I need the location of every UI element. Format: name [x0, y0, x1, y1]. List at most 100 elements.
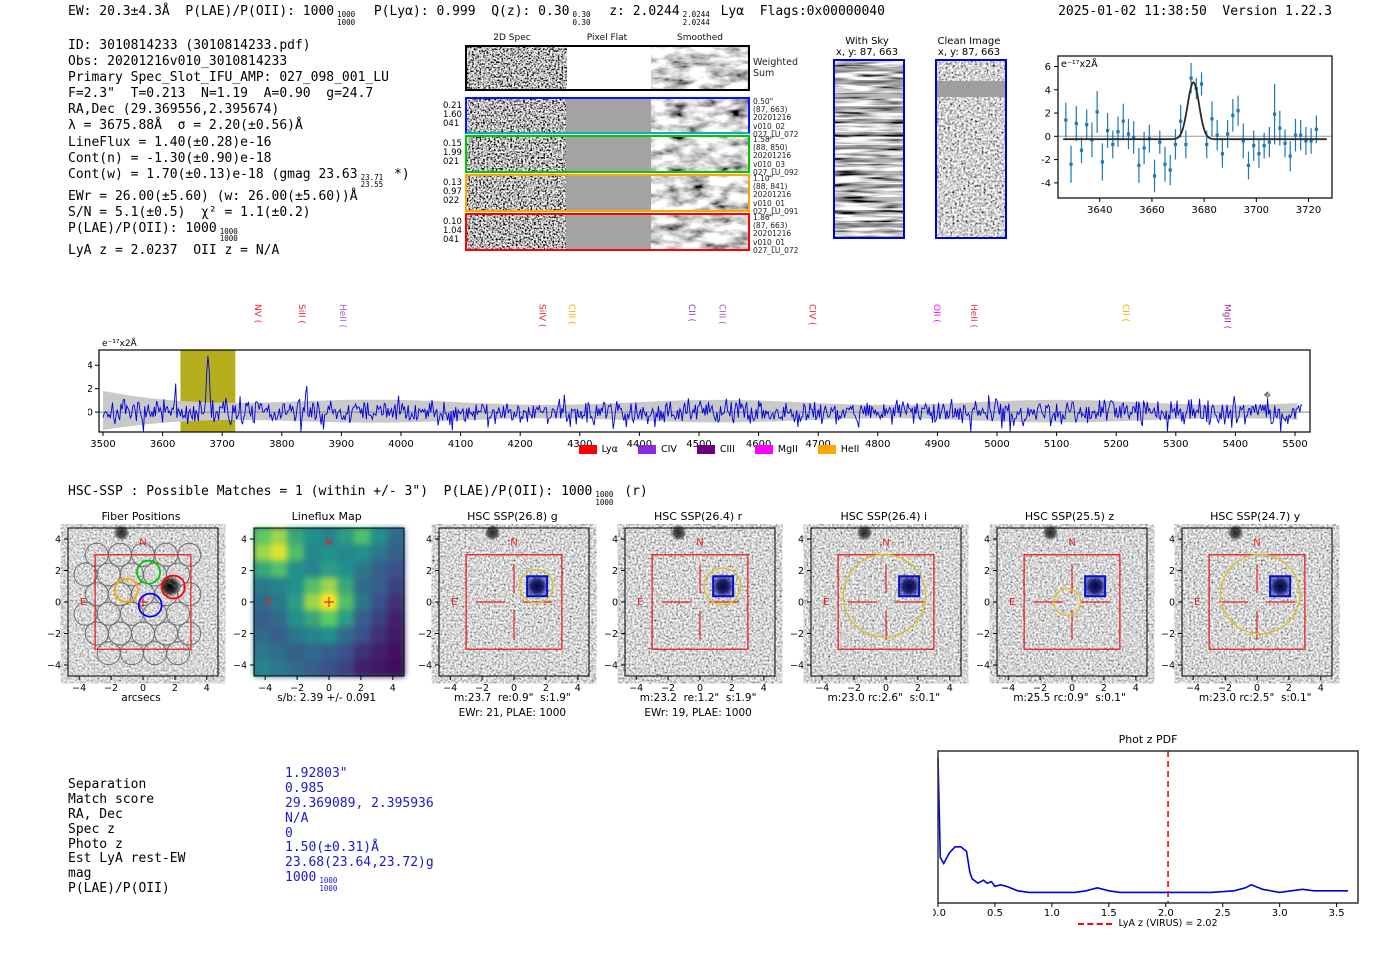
info-line: Obs: 20201216v010_3010814233 — [68, 54, 410, 70]
stacked-fraction: 1000 1000 — [337, 10, 356, 27]
withsky-xy: x, y: 87, 663 — [835, 47, 899, 58]
text-segment: P(LAE)/P(OII): 1000 — [68, 220, 217, 236]
cutout-caption: arcsecs — [121, 692, 161, 704]
svg-text:0: 0 — [697, 683, 703, 694]
withsky-title: With Sky — [845, 36, 889, 47]
svg-text:−4: −4 — [258, 683, 272, 694]
match-table-value: 0.985 — [285, 781, 324, 796]
photz-axis-ticks: 0.0 0.5 1.0 1.5 2.0 2.5 3.0 3.5 — [930, 903, 1345, 919]
svg-text:4: 4 — [761, 683, 767, 694]
text-segment: P(Lyα): 0.999 Q(z): 0.30 — [358, 4, 570, 19]
text-segment: F=2.3" T=0.213 N=1.19 A=0.90 g=24.7 — [68, 86, 374, 102]
match-table-row: Spec z N/A — [68, 811, 528, 837]
svg-text:HeII (: HeII ( — [337, 304, 347, 328]
header-summary: EW: 20.3±4.3Å P(LAE)/P(OII): 1000 1000 100… — [68, 4, 885, 26]
spec2d-row — [465, 135, 750, 173]
svg-text:2: 2 — [983, 566, 989, 577]
withsky-image — [833, 59, 905, 241]
svg-text:4: 4 — [55, 534, 61, 545]
compass-east: E — [1194, 597, 1200, 608]
svg-text:0: 0 — [1045, 132, 1051, 143]
match-table-value: 23.68(23.64,23.72)g — [285, 855, 434, 870]
svg-text:2: 2 — [915, 683, 921, 694]
text-segment: Cont(w) = 1.70(±0.13)e-18 (gmag 23.63 — [68, 166, 358, 182]
spec2d-row-images — [467, 137, 748, 171]
text-segment: HSC-SSP : Possible Matches = 1 (within +… — [68, 484, 593, 499]
spec2d-row-weights: 0.15 1.99 021 — [443, 139, 462, 168]
spec2d-row-annotation: 1.58" (88, 850) 20201216 v010_03 027_LU_092 — [753, 135, 799, 177]
compass-east: E — [1008, 597, 1014, 608]
info-line: ID: 3010814233 (3010814233.pdf) — [68, 38, 410, 54]
fiber-green — [136, 559, 161, 585]
cutout-axis-ticks: −4 −2 0 2 4 4 2 0 −2 −4 — [605, 534, 767, 694]
cutout-caption: m:23.0 rc:2.5" s:0.1" — [1198, 692, 1312, 704]
info-line: RA,Dec (29.369556,2.395674) — [68, 102, 410, 118]
match-table-label: Match score — [68, 791, 155, 807]
svg-text:3500: 3500 — [90, 439, 115, 450]
info-line: LyA z = 2.0237 OII z = N/A — [68, 243, 410, 259]
svg-text:4800: 4800 — [865, 439, 890, 450]
svg-text:−2: −2 — [1033, 683, 1047, 694]
spec2d-row-annotation: Weighted Sum — [753, 57, 798, 79]
svg-text:2: 2 — [729, 683, 735, 694]
svg-text:0: 0 — [55, 597, 61, 608]
compass-north: N — [325, 537, 332, 548]
svg-text:4100: 4100 — [448, 439, 473, 450]
svg-text:−4: −4 — [1186, 683, 1200, 694]
masked-region — [116, 350, 129, 432]
svg-text:2: 2 — [798, 566, 804, 577]
svg-text:2: 2 — [612, 566, 618, 577]
fiber-red — [160, 574, 186, 600]
svg-text:−2: −2 — [419, 629, 432, 640]
cutout-axis-ticks: −4 −2 0 2 4 4 2 0 −2 −4 — [791, 534, 953, 694]
compass-north: N — [696, 537, 703, 548]
match-table-value: 0 — [285, 826, 293, 841]
svg-text:2: 2 — [241, 566, 247, 577]
match-table-label: Spec z — [68, 821, 115, 837]
text-segment: Primary Spec_Slot_IFU_AMP: 027_098_001_L… — [68, 70, 389, 86]
compass-north: N — [139, 537, 146, 548]
cutout-image: N E −4 −2 0 2 4 4 2 0 −2 −4 — [419, 524, 590, 694]
spec2d-row-images — [467, 99, 748, 132]
svg-text:1.0: 1.0 — [1044, 908, 1060, 917]
photz-curve — [937, 758, 1348, 894]
cutout-title: HSC SSP(26.8) g — [467, 510, 558, 523]
svg-text:4: 4 — [947, 683, 953, 694]
text-segment: 0.985 — [285, 780, 325, 796]
cutout-caption: s/b: 2.39 +/- 0.091 — [277, 692, 377, 704]
svg-text:−4: −4 — [605, 660, 618, 671]
svg-text:4: 4 — [204, 683, 210, 694]
stacked-fraction: 0.30 0.30 — [572, 10, 591, 27]
catalog-match-box — [712, 575, 735, 598]
cutout-crosshair — [1033, 564, 1110, 640]
spec2d-row-images — [467, 176, 748, 210]
svg-text:CIII (: CIII ( — [716, 304, 726, 325]
svg-text:4900: 4900 — [925, 439, 950, 450]
svg-text:3680: 3680 — [1191, 205, 1216, 216]
catalog-match-box — [526, 575, 549, 598]
svg-text:2: 2 — [1100, 683, 1106, 694]
legend-item: CIV — [637, 444, 677, 455]
spectrum-line — [102, 355, 1303, 432]
compass-north: N — [882, 537, 889, 548]
cutout-red-box — [1022, 554, 1121, 650]
svg-text:CII (: CII ( — [686, 304, 696, 322]
spec2d-row-weights: 0.21 1.60 041 — [443, 100, 462, 129]
svg-text:2.5: 2.5 — [1215, 908, 1231, 917]
match-table-label: Photo z — [68, 836, 123, 852]
svg-text:-4: -4 — [1041, 178, 1051, 189]
info-line: EWr = 26.00(±5.60) (w: 26.00(±5.60))Å — [68, 189, 410, 205]
svg-text:3720: 3720 — [1296, 205, 1321, 216]
match-table-row: Photo z 0 — [68, 826, 528, 852]
legend-swatch — [637, 445, 656, 454]
aperture-circle — [842, 553, 927, 638]
svg-text:0: 0 — [241, 597, 247, 608]
stacked-fraction: 23.71 23.55 — [360, 172, 384, 190]
svg-text:CII (: CII ( — [1120, 304, 1130, 322]
text-segment: 0 — [285, 825, 293, 841]
legend-swatch — [578, 445, 597, 454]
cutout-title: Fiber Positions — [101, 510, 181, 523]
match-table-row: RA, Dec 29.369089, 2.395936 — [68, 796, 528, 822]
full-spectrum-svg: 3500 3600 3700 3800 3900 4000 4100 4200 4300 4400… — [87, 304, 1311, 450]
